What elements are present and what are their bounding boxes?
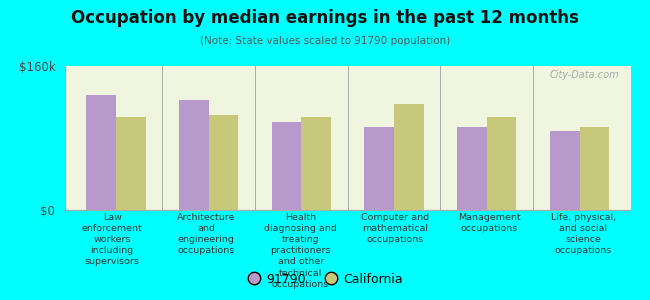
Bar — [580, 127, 609, 210]
Bar — [272, 122, 302, 210]
Text: Occupation by median earnings in the past 12 months: Occupation by median earnings in the pas… — [71, 9, 579, 27]
Text: Health
diagnosing and
treating
practitioners
and other
technical
occupations: Health diagnosing and treating practitio… — [265, 213, 337, 289]
Legend: 91790, California: 91790, California — [242, 268, 408, 291]
Bar — [179, 100, 209, 210]
Bar — [550, 131, 580, 210]
Text: Computer and
mathematical
occupations: Computer and mathematical occupations — [361, 213, 429, 244]
Text: Life, physical,
and social
science
occupations: Life, physical, and social science occup… — [551, 213, 616, 255]
Bar — [457, 127, 487, 210]
Bar — [86, 95, 116, 210]
Bar — [209, 116, 239, 210]
Text: Management
occupations: Management occupations — [458, 213, 521, 233]
Bar — [394, 104, 424, 210]
Bar — [302, 117, 331, 210]
Bar — [116, 117, 146, 210]
Text: (Note: State values scaled to 91790 population): (Note: State values scaled to 91790 popu… — [200, 36, 450, 46]
Text: Law
enforcement
workers
including
supervisors: Law enforcement workers including superv… — [82, 213, 142, 266]
Bar — [365, 127, 394, 210]
Text: Architecture
and
engineering
occupations: Architecture and engineering occupations — [177, 213, 235, 255]
Bar — [487, 117, 517, 210]
Text: City-Data.com: City-Data.com — [549, 70, 619, 80]
